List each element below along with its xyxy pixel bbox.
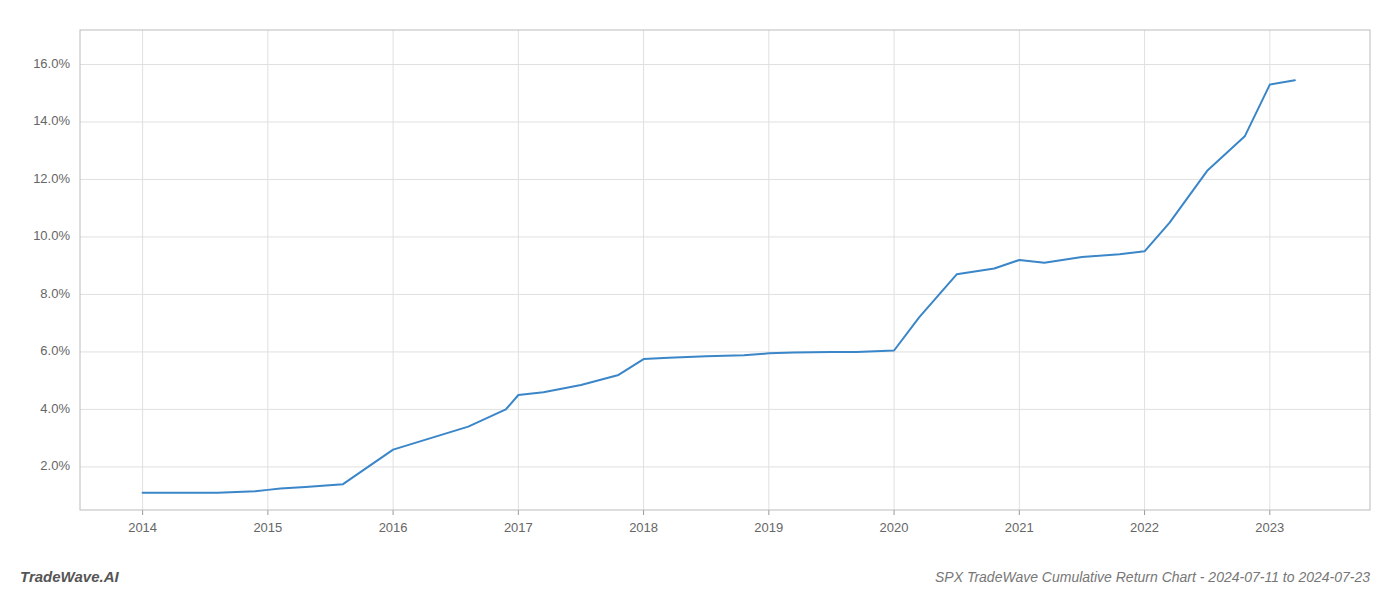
grid-line-y [80, 179, 1370, 180]
grid-line-x [518, 30, 519, 510]
x-tick [1144, 510, 1145, 515]
x-tick-label: 2015 [253, 520, 282, 535]
y-tick-label: 6.0% [40, 343, 70, 358]
x-tick-label: 2016 [379, 520, 408, 535]
x-tick [1269, 510, 1270, 515]
x-tick-label: 2019 [754, 520, 783, 535]
grid-line-x [393, 30, 394, 510]
texts: SPX TradeWave Cumulative Return Chart - … [20, 568, 1370, 585]
x-tick-label: 2023 [1255, 520, 1284, 535]
x-tick-label: 2018 [629, 520, 658, 535]
x-tick [393, 510, 394, 515]
grid-line-y [80, 236, 1370, 237]
grid-line-y [80, 64, 1370, 65]
grid-line-y [80, 466, 1370, 467]
y-tick-label: 2.0% [40, 458, 70, 473]
y-tick-label: 8.0% [40, 286, 70, 301]
grid [80, 30, 1370, 510]
x-tick [643, 510, 644, 515]
line [143, 80, 1295, 492]
x-tick [768, 510, 769, 515]
grid-line-x [267, 30, 268, 510]
x-tick [894, 510, 895, 515]
x-tick [1019, 510, 1020, 515]
grid-line-x [1269, 30, 1270, 510]
grid-line-x [643, 30, 644, 510]
y-tick-label: 12.0% [33, 171, 70, 186]
grid-line-y [80, 294, 1370, 295]
x-tick [518, 510, 519, 515]
watermark: TradeWave.AI [20, 568, 119, 585]
grid-line-x [768, 30, 769, 510]
x-tick-label: 2022 [1130, 520, 1159, 535]
chart: 2.0% 4.0% 6.0% 8.0% 10.0% 12.0% 14.0% 16.0% 2014… [0, 0, 1400, 600]
x-tick [142, 510, 143, 515]
y-tick-label: 10.0% [33, 228, 70, 243]
x-tick-label: 2017 [504, 520, 533, 535]
grid-line-x [1019, 30, 1020, 510]
grid-line-y [80, 121, 1370, 122]
grid-line-y [80, 351, 1370, 352]
title: SPX TradeWave Cumulative Return Chart - … [935, 569, 1370, 585]
y-tick-label: 14.0% [33, 113, 70, 128]
y-tick-label: 4.0% [40, 401, 70, 416]
x-tick-label: 2021 [1005, 520, 1034, 535]
plot-frame [80, 30, 1370, 510]
x-tick-label: 2020 [880, 520, 909, 535]
x-tick-label: 2014 [128, 520, 157, 535]
grid-line-x [1144, 30, 1145, 510]
grid-line-y [80, 409, 1370, 410]
y-tick-label: 16.0% [33, 56, 70, 71]
x-tick [267, 510, 268, 515]
grid-line-x [894, 30, 895, 510]
grid-line-x [142, 30, 143, 510]
axes: 2.0% 4.0% 6.0% 8.0% 10.0% 12.0% 14.0% 16.0% 2014… [33, 30, 1370, 535]
data [143, 80, 1295, 492]
